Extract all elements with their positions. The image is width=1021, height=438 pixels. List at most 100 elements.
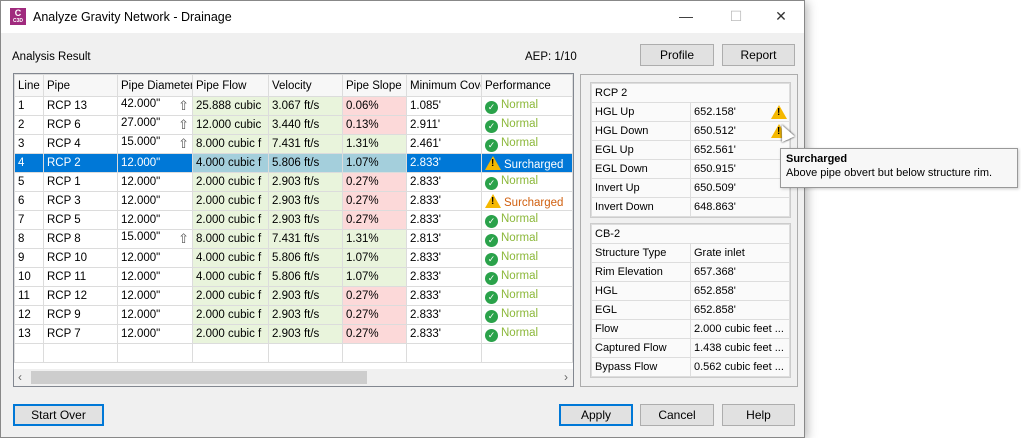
cover-cell: 2.833' <box>406 267 482 287</box>
window-title: Analyze Gravity Network - Drainage <box>33 10 232 24</box>
check-circle-icon: ✓ <box>485 214 498 228</box>
property-label: EGL Up <box>591 140 691 160</box>
velocity-cell: 7.431 ft/s <box>268 134 343 154</box>
column-header[interactable]: Velocity <box>268 74 343 97</box>
diameter-value: 27.000" <box>121 117 161 129</box>
empty-cell <box>117 343 193 363</box>
pipe-cell: RCP 8 <box>43 229 118 249</box>
upsize-arrow-icon: ⇧ <box>178 231 189 246</box>
close-button[interactable]: ✕ <box>775 8 787 24</box>
scrollbar-thumb[interactable] <box>31 371 367 384</box>
column-header[interactable]: Pipe Slope <box>342 74 407 97</box>
analysis-result-label: Analysis Result <box>12 51 91 63</box>
pipe-properties-title: RCP 2 <box>591 83 790 103</box>
scroll-left-icon[interactable]: ‹ <box>18 370 22 384</box>
property-value-text: 2.000 cubic feet ... <box>694 323 784 335</box>
table-row[interactable]: 1 RCP 13 42.000" ⇧ 25.888 cubic 3.067 ft/s 0.0… <box>14 96 573 116</box>
table-row[interactable]: 2 RCP 6 27.000" ⇧ 12.000 cubic 3.440 ft/s 0.13… <box>14 115 573 135</box>
property-value-text: 650.509' <box>694 182 736 194</box>
velocity-cell: 7.431 ft/s <box>268 229 343 249</box>
aep-label: AEP: 1/10 <box>525 51 577 63</box>
property-value: 648.863' <box>690 197 790 217</box>
property-label: Captured Flow <box>591 338 691 358</box>
diameter-cell: 27.000" ⇧ <box>117 115 193 135</box>
performance-label: Normal <box>501 231 539 244</box>
diameter-value: 12.000" <box>121 157 161 169</box>
maximize-button[interactable]: ☐ <box>729 8 743 24</box>
column-header[interactable]: Pipe Flow <box>192 74 269 97</box>
report-button[interactable]: Report <box>722 44 795 66</box>
performance-cell: ✓ Normal <box>481 267 573 287</box>
slope-cell: 0.27% <box>342 210 407 230</box>
table-row[interactable]: 12 RCP 9 12.000" 2.000 cubic f 2.903 ft/s 0.2… <box>14 305 573 325</box>
warning-icon[interactable] <box>771 124 787 138</box>
column-header[interactable]: Minimum Cover <box>406 74 482 97</box>
diameter-cell: 42.000" ⇧ <box>117 96 193 116</box>
property-label: HGL Up <box>591 102 691 122</box>
slope-cell: 1.07% <box>342 248 407 268</box>
property-row: Rim Elevation 657.368' <box>591 262 790 282</box>
velocity-cell: 3.067 ft/s <box>268 96 343 116</box>
diameter-value: 42.000" <box>121 98 161 110</box>
property-value-text: 652.858' <box>694 304 736 316</box>
performance-label: Normal <box>501 250 539 263</box>
line-cell: 11 <box>14 286 44 306</box>
cover-cell: 2.833' <box>406 172 482 192</box>
cancel-button[interactable]: Cancel <box>640 404 714 426</box>
diameter-cell: 12.000" <box>117 248 193 268</box>
performance-label: Normal <box>501 174 539 187</box>
line-cell: 9 <box>14 248 44 268</box>
diameter-value: 12.000" <box>121 290 161 302</box>
table-row[interactable]: 10 RCP 11 12.000" 4.000 cubic f 5.806 ft/s 1.… <box>14 267 573 287</box>
column-header[interactable]: Pipe <box>43 74 118 97</box>
tooltip: Surcharged Above pipe obvert but below s… <box>780 148 1018 188</box>
scroll-right-icon[interactable]: › <box>564 370 568 384</box>
diameter-cell: 12.000" <box>117 210 193 230</box>
structure-properties-title: CB-2 <box>591 224 790 244</box>
table-row[interactable]: 11 RCP 12 12.000" 2.000 cubic f 2.903 ft/s 0.… <box>14 286 573 306</box>
column-header[interactable]: Performance <box>481 74 573 97</box>
horizontal-scrollbar[interactable]: ‹ › <box>14 369 573 386</box>
flow-cell: 2.000 cubic f <box>192 286 269 306</box>
pipe-cell: RCP 3 <box>43 191 118 211</box>
flow-cell: 12.000 cubic <box>192 115 269 135</box>
property-value-text: 1.438 cubic feet ... <box>694 342 784 354</box>
velocity-cell: 2.903 ft/s <box>268 172 343 192</box>
structure-properties: CB-2 Structure Type Grate inlet Rim Elevati… <box>590 223 791 378</box>
help-button[interactable]: Help <box>722 404 795 426</box>
cover-cell: 2.833' <box>406 153 482 173</box>
table-row[interactable]: 6 RCP 3 12.000" 2.000 cubic f 2.903 ft/s 0.27… <box>14 191 573 211</box>
table-row[interactable]: 4 RCP 2 12.000" 4.000 cubic f 5.806 ft/s 1.07… <box>14 153 573 173</box>
table-row[interactable]: 5 RCP 1 12.000" 2.000 cubic f 2.903 ft/s 0.27… <box>14 172 573 192</box>
diameter-cell: 12.000" <box>117 191 193 211</box>
warning-icon[interactable] <box>771 105 787 119</box>
flow-cell: 25.888 cubic <box>192 96 269 116</box>
pipe-cell: RCP 6 <box>43 115 118 135</box>
diameter-value: 12.000" <box>121 176 161 188</box>
pipe-cell: RCP 10 <box>43 248 118 268</box>
table-row[interactable]: 7 RCP 5 12.000" 2.000 cubic f 2.903 ft/s 0.27… <box>14 210 573 230</box>
slope-cell: 0.27% <box>342 324 407 344</box>
results-grid: Line Pipe Pipe Diameter Pipe Flow Velocity Pi… <box>13 73 574 387</box>
table-row[interactable]: 13 RCP 7 12.000" 2.000 cubic f 2.903 ft/s 0.2… <box>14 324 573 344</box>
minimize-button[interactable]: — <box>679 8 693 24</box>
table-row[interactable]: 8 RCP 8 15.000" ⇧ 8.000 cubic f 7.431 ft/s 1.3… <box>14 229 573 249</box>
profile-button[interactable]: Profile <box>640 44 714 66</box>
property-value-text: 650.915' <box>694 163 736 175</box>
table-row[interactable]: 9 RCP 10 12.000" 4.000 cubic f 5.806 ft/s 1.0… <box>14 248 573 268</box>
property-value-text: Grate inlet <box>694 247 745 259</box>
property-label: HGL Down <box>591 121 691 141</box>
table-row[interactable]: 3 RCP 4 15.000" ⇧ 8.000 cubic f 7.431 ft/s 1.3… <box>14 134 573 154</box>
start-over-button[interactable]: Start Over <box>13 404 104 426</box>
column-header[interactable]: Line <box>14 74 44 97</box>
performance-label: Surcharged <box>504 196 564 209</box>
property-value-text: 652.561' <box>694 144 736 156</box>
line-cell: 7 <box>14 210 44 230</box>
column-header[interactable]: Pipe Diameter <box>117 74 193 97</box>
empty-cell <box>342 343 407 363</box>
performance-cell: ✓ Normal <box>481 134 573 154</box>
apply-button[interactable]: Apply <box>559 404 633 426</box>
slope-cell: 1.31% <box>342 134 407 154</box>
diameter-value: 12.000" <box>121 195 161 207</box>
